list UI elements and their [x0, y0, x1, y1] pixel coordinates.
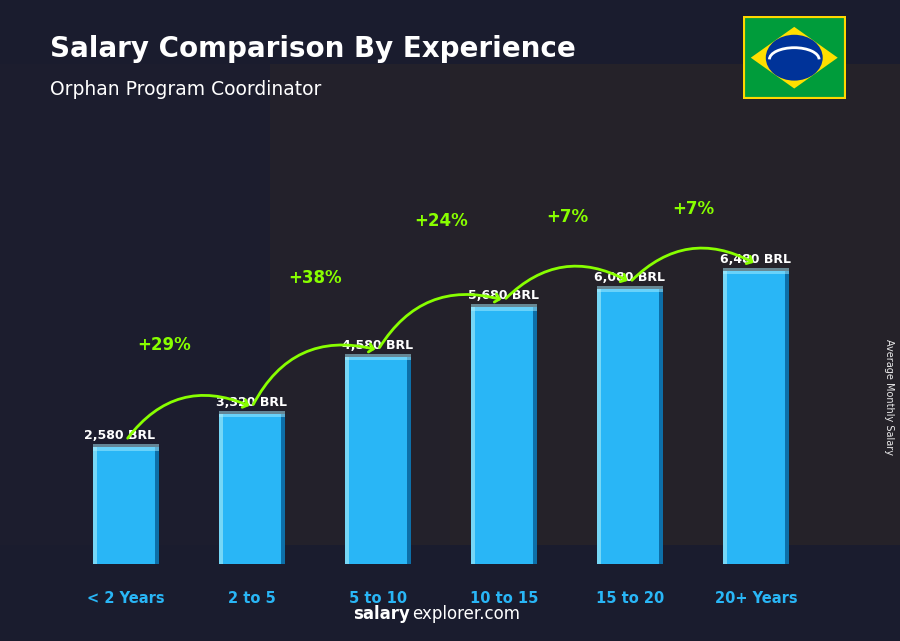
Bar [598, 289, 662, 564]
Bar [533, 307, 536, 564]
Text: +24%: +24% [414, 212, 468, 229]
Text: 20+ Years: 20+ Years [715, 590, 797, 606]
Bar [220, 411, 284, 417]
Text: < 2 Years: < 2 Years [87, 590, 165, 606]
Bar [94, 447, 97, 564]
Bar [472, 307, 475, 564]
Text: +38%: +38% [288, 269, 342, 287]
Circle shape [766, 35, 823, 81]
Bar [220, 414, 223, 564]
Bar [155, 447, 158, 564]
Text: 10 to 15: 10 to 15 [470, 590, 538, 606]
Bar [598, 286, 662, 292]
Text: 2 to 5: 2 to 5 [228, 590, 276, 606]
Bar [346, 357, 349, 564]
Bar [281, 414, 284, 564]
Bar [346, 354, 410, 360]
Text: 15 to 20: 15 to 20 [596, 590, 664, 606]
Text: Average Monthly Salary: Average Monthly Salary [884, 340, 894, 455]
Bar [472, 304, 536, 310]
Bar [724, 268, 788, 274]
Polygon shape [751, 27, 838, 88]
Bar [220, 414, 284, 564]
Text: Orphan Program Coordinator: Orphan Program Coordinator [50, 80, 321, 99]
Text: 5 to 10: 5 to 10 [349, 590, 407, 606]
Bar [346, 357, 410, 564]
Bar [659, 289, 662, 564]
Bar [472, 307, 536, 564]
Text: +29%: +29% [137, 336, 191, 354]
Text: 4,580 BRL: 4,580 BRL [342, 339, 414, 352]
Text: 5,680 BRL: 5,680 BRL [469, 289, 539, 302]
Bar [785, 271, 788, 564]
Text: explorer.com: explorer.com [412, 605, 520, 623]
Text: +7%: +7% [672, 200, 714, 219]
Text: 2,580 BRL: 2,580 BRL [84, 429, 156, 442]
Text: Salary Comparison By Experience: Salary Comparison By Experience [50, 35, 575, 63]
Text: 3,320 BRL: 3,320 BRL [217, 395, 287, 409]
Bar [598, 289, 601, 564]
Bar [94, 444, 158, 451]
Bar [724, 271, 788, 564]
Bar [94, 447, 158, 564]
Text: salary: salary [353, 605, 410, 623]
Bar [407, 357, 410, 564]
Text: +7%: +7% [546, 208, 588, 226]
Bar [0, 64, 450, 545]
Bar [724, 271, 727, 564]
Bar [270, 64, 900, 545]
Text: 6,480 BRL: 6,480 BRL [721, 253, 791, 266]
Text: 6,080 BRL: 6,080 BRL [595, 271, 665, 284]
